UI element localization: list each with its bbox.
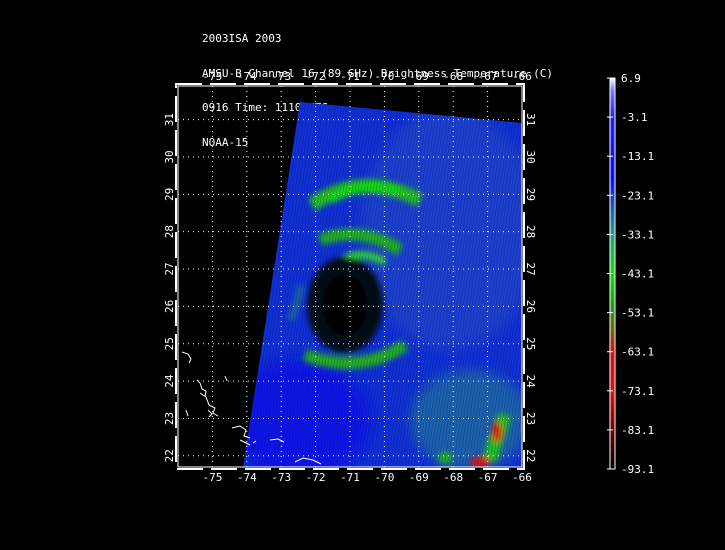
lat-label-right: 25 bbox=[524, 337, 537, 350]
lon-label-top: -73 bbox=[271, 70, 291, 83]
lon-label-bottom: -69 bbox=[409, 471, 429, 484]
lat-label-right: 27 bbox=[524, 262, 537, 275]
lon-label-bottom: -71 bbox=[340, 471, 360, 484]
colorbar-label: -93.1 bbox=[621, 463, 654, 476]
lat-label-left: 28 bbox=[163, 225, 176, 238]
colorbar-labels: 6.9 -3.1 -13.1 -23.1 -33.1 -43.1 -53.1 -63.1 -73… bbox=[607, 72, 654, 476]
lon-labels-top: -75 -74 -73 -72 -71 -70 -69 -68 -67 -66 bbox=[202, 70, 531, 83]
lon-label-top: -72 bbox=[306, 70, 326, 83]
lat-label-right: 23 bbox=[524, 412, 537, 425]
lat-label-left: 25 bbox=[163, 337, 176, 350]
lon-label-bottom: -74 bbox=[237, 471, 257, 484]
lon-label-bottom: -67 bbox=[478, 471, 498, 484]
lat-label-right: 29 bbox=[524, 188, 537, 201]
colorbar-label: -33.1 bbox=[621, 228, 654, 241]
colorbar-label: -13.1 bbox=[621, 150, 654, 163]
lon-label-top: -74 bbox=[237, 70, 257, 83]
lon-label-bottom: -70 bbox=[374, 471, 394, 484]
colorbar-label: -23.1 bbox=[621, 189, 654, 202]
lon-label-bottom: -66 bbox=[512, 471, 532, 484]
colorbar-label: -63.1 bbox=[621, 346, 654, 359]
colorbar-label: 6.9 bbox=[621, 72, 641, 85]
lon-label-bottom: -72 bbox=[306, 471, 326, 484]
lat-label-left: 26 bbox=[163, 300, 176, 313]
map-border bbox=[175, 83, 525, 470]
lon-label-bottom: -75 bbox=[202, 471, 222, 484]
lon-label-top: -67 bbox=[478, 70, 498, 83]
lat-label-right: 22 bbox=[524, 449, 537, 462]
lat-label-right: 24 bbox=[524, 374, 537, 388]
lat-label-left: 24 bbox=[163, 374, 176, 388]
lat-labels-right: 22 23 24 25 26 27 28 29 30 31 bbox=[524, 113, 537, 462]
lat-label-left: 29 bbox=[163, 188, 176, 201]
colorbar-label: -3.1 bbox=[621, 111, 648, 124]
lat-label-right: 30 bbox=[524, 150, 537, 163]
lon-label-top: -70 bbox=[374, 70, 394, 83]
map-frame bbox=[177, 85, 523, 468]
lon-label-top: -75 bbox=[202, 70, 222, 83]
colorbar: 6.9 -3.1 -13.1 -23.1 -33.1 -43.1 -53.1 -63.1 -73… bbox=[607, 72, 654, 476]
colorbar-label: -73.1 bbox=[621, 385, 654, 398]
storm-title: 2003ISA 2003 bbox=[202, 32, 282, 45]
lat-label-right: 28 bbox=[524, 225, 537, 238]
lat-label-left: 22 bbox=[163, 449, 176, 462]
lat-label-left: 23 bbox=[163, 412, 176, 425]
colorbar-label: -43.1 bbox=[621, 268, 654, 281]
lon-labels-bottom: -75 -74 -73 -72 -71 -70 -69 -68 -67 -66 bbox=[202, 471, 531, 484]
satellite-swath bbox=[243, 102, 522, 467]
lon-label-bottom: -68 bbox=[443, 471, 463, 484]
lon-label-top: -68 bbox=[443, 70, 463, 83]
colorbar-label: -83.1 bbox=[621, 424, 654, 437]
lat-labels-left: 22 23 24 25 26 27 28 29 30 31 bbox=[163, 113, 176, 462]
colorbar-label: -53.1 bbox=[621, 307, 654, 320]
lat-label-right: 26 bbox=[524, 300, 537, 313]
lat-label-right: 31 bbox=[524, 113, 537, 126]
lat-label-left: 27 bbox=[163, 262, 176, 275]
lat-label-left: 30 bbox=[163, 150, 176, 163]
satellite-name: NOAA-15 bbox=[202, 135, 249, 149]
lon-label-bottom: -73 bbox=[271, 471, 291, 484]
lon-label-top: -66 bbox=[512, 70, 532, 83]
lon-label-top: -69 bbox=[409, 70, 429, 83]
channel-title: AMSU-B Channel 16 (89 GHz) Brightness Te… bbox=[202, 66, 553, 80]
lat-label-left: 31 bbox=[163, 113, 176, 126]
lon-label-top: -71 bbox=[340, 70, 360, 83]
